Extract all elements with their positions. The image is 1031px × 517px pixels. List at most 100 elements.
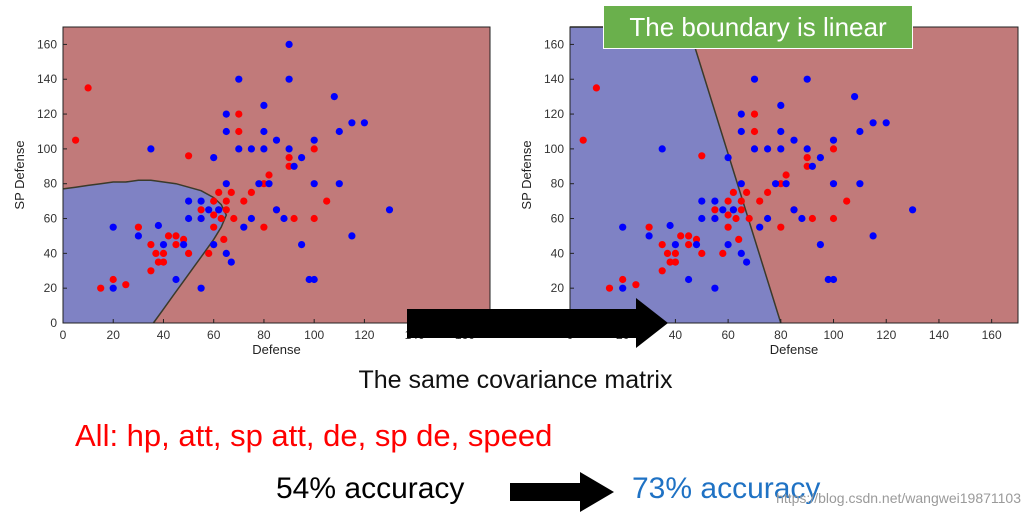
accuracy-after: 73% accuracy xyxy=(632,472,821,505)
red-point xyxy=(698,152,706,160)
red-point xyxy=(750,127,759,136)
red-point xyxy=(227,188,235,196)
red-point xyxy=(743,188,751,196)
big-right-arrow xyxy=(407,298,668,348)
blue-point xyxy=(790,136,798,144)
blue-point xyxy=(272,206,281,214)
red-point xyxy=(829,214,838,223)
red-point xyxy=(222,206,230,214)
red-point xyxy=(205,249,213,257)
red-point xyxy=(154,258,162,266)
red-point xyxy=(97,284,105,292)
accuracy-before: 54% accuracy xyxy=(276,472,465,505)
red-point xyxy=(180,235,188,243)
blue-point xyxy=(222,110,230,118)
x-tick-label: 40 xyxy=(157,328,171,342)
blue-point xyxy=(235,75,243,83)
blue-point xyxy=(829,136,838,144)
blue-point xyxy=(777,127,785,136)
blue-point xyxy=(882,119,890,127)
blue-point xyxy=(790,206,798,214)
red-point xyxy=(323,197,331,205)
blue-point xyxy=(285,75,293,83)
blue-point xyxy=(280,214,288,223)
watermark: https://blog.csdn.net/wangwei19871103 xyxy=(776,490,1021,506)
red-point xyxy=(210,211,218,219)
y-tick-label: 160 xyxy=(544,37,564,51)
x-tick-label: 80 xyxy=(257,328,271,342)
red-point xyxy=(235,110,243,118)
red-point xyxy=(663,249,672,257)
red-point xyxy=(671,258,680,266)
blue-point xyxy=(109,284,117,292)
red-point xyxy=(803,154,811,162)
blue-point xyxy=(671,241,680,249)
red-point xyxy=(764,188,772,196)
blue-point xyxy=(737,249,745,257)
x-axis-label: Defense xyxy=(770,342,818,357)
blue-point xyxy=(260,145,268,153)
blue-point xyxy=(619,284,627,292)
red-point xyxy=(134,223,142,231)
red-point xyxy=(159,258,168,266)
red-point xyxy=(750,110,759,118)
blue-point xyxy=(235,145,243,153)
blue-point xyxy=(798,214,806,223)
blue-point xyxy=(711,284,719,292)
blue-region xyxy=(570,27,781,323)
blue-point xyxy=(737,110,745,118)
blue-point xyxy=(824,275,832,284)
blue-point xyxy=(172,275,180,284)
linear-boundary-chart: 0204060801001201401600204060801001201401… xyxy=(519,26,1019,357)
blue-point xyxy=(185,197,193,205)
red-point xyxy=(122,281,130,289)
blue-point xyxy=(729,206,738,214)
x-tick-label: 60 xyxy=(207,328,221,342)
red-point xyxy=(260,180,268,188)
red-point xyxy=(217,214,225,223)
blue-point xyxy=(851,93,859,101)
y-tick-label: 40 xyxy=(44,246,58,260)
blue-point xyxy=(385,206,394,214)
red-point xyxy=(756,197,764,205)
blue-point xyxy=(215,206,223,214)
red-point xyxy=(632,281,640,289)
blue-point xyxy=(724,154,732,162)
blue-point xyxy=(869,232,877,240)
blue-point xyxy=(285,145,293,153)
red-point xyxy=(808,214,817,223)
blue-point xyxy=(772,180,780,188)
blue-point xyxy=(290,162,298,170)
red-point xyxy=(724,197,732,205)
red-point xyxy=(782,171,790,179)
red-point xyxy=(265,171,273,179)
blue-point xyxy=(719,206,727,214)
x-axis-label: Defense xyxy=(252,342,300,357)
blue-point xyxy=(803,145,811,153)
blue-point xyxy=(109,223,117,231)
blue-point xyxy=(335,180,343,188)
y-tick-label: 160 xyxy=(37,37,57,51)
red-point xyxy=(737,197,745,205)
plot-frame xyxy=(62,26,491,324)
blue-point xyxy=(685,275,693,284)
blue-point xyxy=(692,241,701,249)
y-tick-label: 20 xyxy=(44,281,58,295)
blue-point xyxy=(869,119,877,127)
red-point xyxy=(777,180,785,188)
blue-point xyxy=(260,101,268,109)
blue-point xyxy=(645,232,653,240)
y-tick-label: 60 xyxy=(551,212,565,226)
red-point xyxy=(692,235,701,243)
blue-point xyxy=(909,206,917,214)
x-tick-label: 60 xyxy=(721,328,735,342)
blue-point xyxy=(816,241,825,249)
y-tick-label: 120 xyxy=(544,107,564,121)
blue-point xyxy=(247,214,255,223)
blue-point xyxy=(222,180,230,188)
blue-point xyxy=(255,180,263,188)
blue-point xyxy=(247,145,255,153)
blue-point xyxy=(777,101,785,109)
blue-point xyxy=(330,93,338,101)
